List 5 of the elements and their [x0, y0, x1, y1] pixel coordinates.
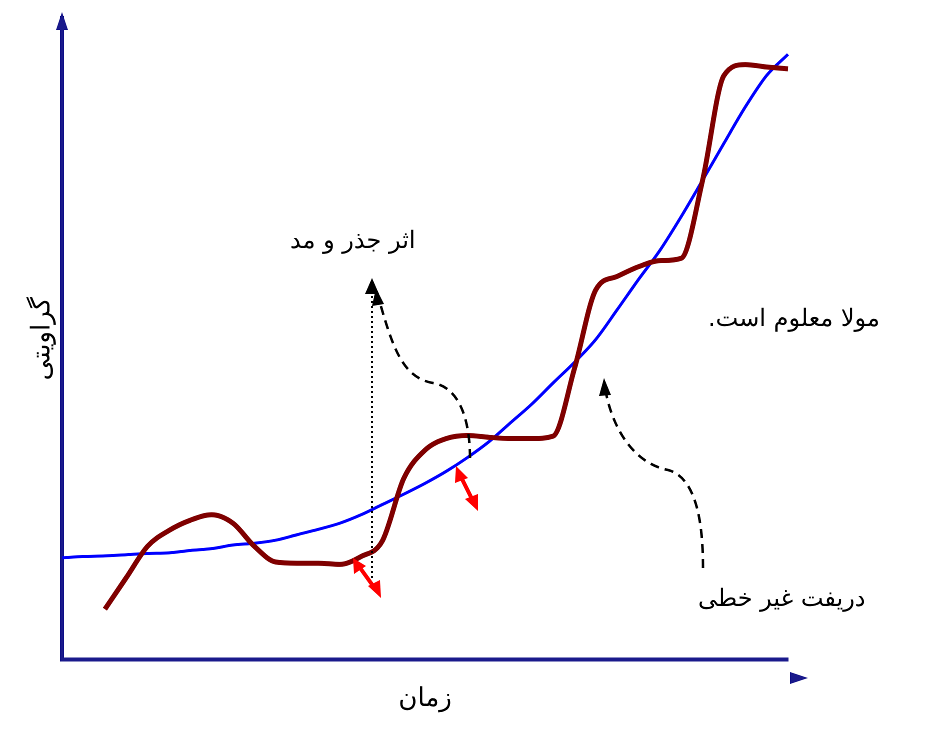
- annotation: مولا معلوم است.: [708, 304, 880, 332]
- y-axis-title: گراویتی: [25, 296, 56, 380]
- x-axis-title: زمان: [398, 683, 452, 714]
- annotation: دریفت غیر خطی: [698, 584, 866, 612]
- annotation: اثر جذر و مد: [290, 226, 416, 254]
